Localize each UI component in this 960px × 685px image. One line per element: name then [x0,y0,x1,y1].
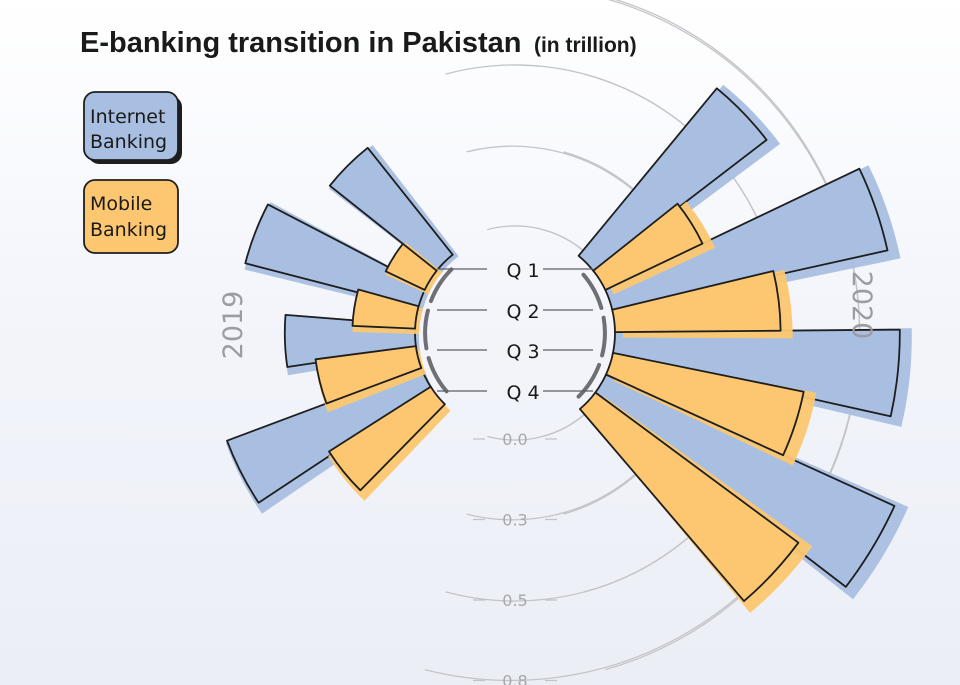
bar-2020-mobile-q4 [579,391,813,613]
bar-2020-mobile-q1-wedge [592,202,704,291]
quarter-label: Q 2 [506,301,539,323]
bar-2020-mobile-q4-wedge [579,391,800,602]
bar-2019-mobile-q2 [351,288,424,334]
bar-2019-mobile-q2-wedge [351,288,420,330]
radial-tick-label: 0.0 [502,430,527,449]
legend-label-mobile-line2: Banking [90,219,167,241]
legend-label-internet-line1: Internet [90,106,165,128]
quarter-label: Q 3 [506,341,539,363]
bar-2019-mobile-q3-wedge [314,345,423,405]
bar-2019-internet-q4-wedge [226,367,433,504]
inner-arc-left [423,267,454,399]
bar-2019-mobile-q4 [328,385,451,501]
chart-title: E-banking transition in Pakistan (in tri… [80,27,637,59]
legend-label-mobile-line1: Mobile [90,193,152,215]
bar-2020-internet-q4 [593,373,909,600]
legend-swatch-mobile [83,179,179,254]
quarter-label: Q 1 [506,260,539,282]
bar-2019-internet-q2-wedge [244,203,428,309]
bar-2019-mobile-q1 [384,242,443,295]
center-axis: Q 1 Q 2 Q 3 Q 4 [423,260,607,404]
bar-2019-mobile-q1-wedge [384,242,438,291]
bar-2020-mobile-q2 [611,269,793,339]
radial-tick-label: 0.3 [502,511,527,530]
year-label-2019: 2019 [218,291,249,360]
bar-2020-internet-q4-wedge [593,373,896,588]
bar-2020-internet-q1-wedge [577,87,768,273]
bar-2020-internet-q2-wedge [604,167,889,313]
legend-item-internet-banking: Internet Banking [83,91,182,164]
bar-2019-mobile-q4-wedge [328,385,446,492]
bar-2020-mobile-q3-wedge [605,352,805,457]
title-text: E-banking transition in Pakistan [80,27,522,59]
bar-2019-internet-q1-wedge [328,146,454,272]
bar-2020-internet-q1 [577,84,781,276]
bar-2019-internet-q1 [328,145,459,275]
radial-tick-label: 0.8 [502,672,527,685]
bar-2020-mobile-q1 [592,201,716,295]
bar-2020-internet-q3 [611,328,912,427]
legend-item-mobile-banking: Mobile Banking [83,179,179,254]
legend-label-internet-line2: Banking [90,131,167,153]
subtitle-text: (in trillion) [534,34,637,57]
legend-swatch-internet [83,91,179,161]
bar-2020-internet-q2 [604,165,901,317]
bar-2019-mobile-q3 [314,345,426,413]
bar-2020-mobile-q2-wedge [611,270,782,333]
bar-2019-internet-q4 [225,367,437,514]
bar-2020-internet-q3-wedge [611,328,901,418]
chart-bars [225,84,912,613]
svg-text:E-banking transition in Pakist: E-banking transition in Pakistan (in tri… [80,27,637,59]
legend: Internet Banking Mobile Banking [83,91,182,254]
inner-arc-right [576,267,607,399]
grid-ring-left [424,0,861,682]
year-label-2020: 2020 [846,271,877,340]
bar-2019-internet-q2 [244,202,432,313]
quarter-label: Q 4 [506,382,539,404]
radial-tick-label: 0.5 [502,591,527,610]
bar-2020-mobile-q3 [605,352,817,466]
